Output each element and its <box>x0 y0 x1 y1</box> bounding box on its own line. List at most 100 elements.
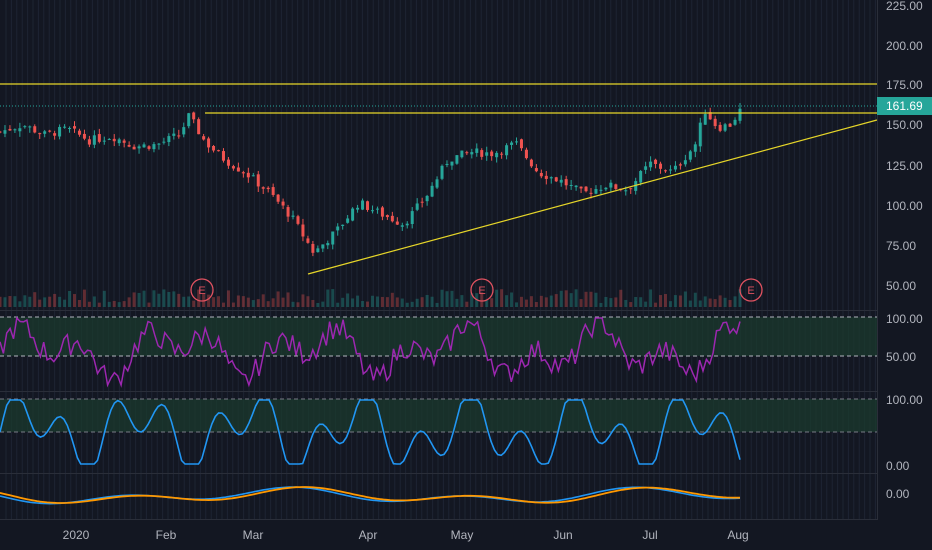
candle <box>43 129 47 138</box>
candle <box>276 193 280 204</box>
volume-bar <box>534 302 538 307</box>
earnings-label: E <box>478 285 485 297</box>
volume-bar <box>197 289 201 307</box>
volume-bar <box>668 301 672 307</box>
volume-bar <box>609 298 613 307</box>
candle <box>529 158 533 168</box>
candle <box>659 161 663 174</box>
stoch-axis-tick: 100.00 <box>886 393 923 407</box>
volume-bars <box>0 289 742 307</box>
volume-bar <box>589 291 593 307</box>
volume-bar <box>524 299 528 307</box>
volume-bar <box>390 292 394 307</box>
volume-bar <box>321 301 325 307</box>
volume-bar <box>3 297 7 307</box>
volume-bar <box>654 302 658 307</box>
candle <box>152 141 156 153</box>
volume-bar <box>688 300 692 307</box>
volume-bar <box>554 294 558 307</box>
volume-bar <box>177 293 181 307</box>
candle <box>519 138 523 151</box>
volume-bar <box>301 294 305 307</box>
volume-bar <box>77 299 81 307</box>
candle <box>8 125 12 131</box>
volume-bar <box>584 291 588 307</box>
earnings-label: E <box>747 285 754 297</box>
candle <box>375 206 379 214</box>
candle <box>251 172 255 177</box>
earnings-label: E <box>198 285 205 297</box>
rsi-panel[interactable] <box>0 316 877 388</box>
ascending-trendline[interactable] <box>307 119 878 275</box>
candle <box>321 244 325 253</box>
candle <box>256 170 260 193</box>
candle <box>147 145 151 151</box>
volume-bar <box>326 289 330 307</box>
earnings-marker[interactable]: E <box>470 278 494 302</box>
chart-grid <box>5 0 876 520</box>
candle <box>698 117 702 152</box>
time-label: 2020 <box>63 528 90 542</box>
candle <box>480 148 484 160</box>
candle <box>649 156 653 171</box>
volume-bar <box>594 292 598 307</box>
volume-bar <box>480 292 484 307</box>
volume-bar <box>8 296 12 307</box>
volume-bar <box>614 297 618 307</box>
candle <box>197 117 201 135</box>
candle <box>82 129 86 141</box>
volume-bar <box>236 295 240 307</box>
volume-bar <box>137 292 141 307</box>
stochastic-panel[interactable] <box>0 398 877 465</box>
candle <box>13 128 17 133</box>
candle <box>515 137 519 145</box>
candle <box>63 124 67 129</box>
volume-bar <box>519 296 523 307</box>
volume-bar <box>395 297 399 307</box>
candle <box>544 171 548 185</box>
candle <box>326 240 330 250</box>
macd-panel[interactable] <box>0 486 741 505</box>
candle <box>182 122 186 138</box>
candle <box>390 211 394 223</box>
volume-bar <box>500 289 504 307</box>
volume-bar <box>733 296 737 307</box>
volume-bar <box>87 301 91 307</box>
candle <box>549 176 553 184</box>
candle <box>629 187 633 194</box>
volume-bar <box>385 297 389 307</box>
volume-bar <box>241 296 245 307</box>
price-axis[interactable]: 225.00 200.00 175.00 150.00 125.00 100.0… <box>877 0 932 550</box>
time-label: Aug <box>727 528 748 542</box>
candle <box>733 117 737 126</box>
volume-bar <box>231 302 235 307</box>
candle <box>524 147 528 160</box>
volume-bar <box>58 296 62 307</box>
volume-bar <box>207 294 211 307</box>
earnings-marker[interactable]: E <box>739 278 763 302</box>
time-axis[interactable]: 2020 Feb Mar Apr May Jun Jul Aug <box>63 528 749 542</box>
candle <box>28 125 32 133</box>
volume-bar <box>366 301 370 307</box>
time-label: Jul <box>642 528 657 542</box>
volume-bar <box>728 300 732 307</box>
volume-bar <box>217 296 221 307</box>
candle <box>584 186 588 193</box>
earnings-marker[interactable]: E <box>190 278 214 302</box>
candle <box>167 133 171 147</box>
candle <box>172 127 176 140</box>
volume-bar <box>400 298 404 307</box>
axis-tick: 200.00 <box>886 39 923 53</box>
candle <box>3 125 7 138</box>
candle <box>385 214 389 220</box>
axis-tick: 125.00 <box>886 159 923 173</box>
price-panel[interactable]: E E E <box>0 83 878 307</box>
volume-bar <box>167 291 171 307</box>
rsi-axis-tick: 50.00 <box>886 350 916 364</box>
candle <box>559 175 563 187</box>
candle <box>271 183 275 197</box>
axis-tick: 100.00 <box>886 199 923 213</box>
volume-bar <box>221 302 225 307</box>
candle <box>142 142 146 148</box>
